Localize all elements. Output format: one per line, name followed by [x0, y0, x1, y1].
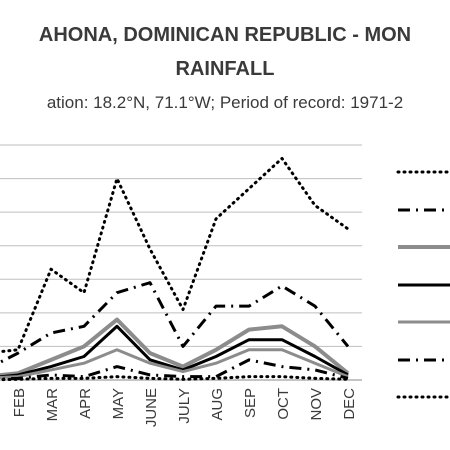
series-line-2 [0, 281, 350, 364]
x-tick-label: FEB [11, 388, 28, 417]
series-line-3 [0, 317, 350, 378]
chart-title-line2: RAINFALL [175, 58, 275, 80]
series-line-1 [0, 156, 350, 354]
chart-title: AHONA, DOMINICAN REPUBLIC - MON [38, 24, 412, 46]
x-tick-label: MAY [110, 388, 127, 419]
legend [396, 170, 450, 399]
x-tick-label: SEP [242, 388, 259, 418]
grid [0, 144, 362, 381]
series-line-4 [0, 324, 349, 379]
series-line-6 [0, 358, 349, 381]
chart-subtitle: ation: 18.2°N, 71.1°W; Period of record:… [46, 93, 404, 112]
series-group [0, 156, 350, 382]
x-tick-label: MAR [44, 388, 61, 422]
series-line-5 [0, 348, 349, 380]
x-tick-label: APR [77, 388, 94, 419]
x-tick-label: DEC [341, 388, 358, 420]
x-tick-label: AUG [209, 388, 226, 421]
x-tick-label: JULY [176, 388, 193, 424]
x-tick-label: OCT [275, 388, 292, 420]
x-tick-label: JUNE [143, 388, 160, 427]
series-line-7 [0, 375, 350, 382]
x-axis-ticks: FEB MAR APR MAY JUNE JULY AUG SEP OCT NOV DEC [11, 388, 358, 427]
x-tick-label: NOV [308, 388, 325, 421]
